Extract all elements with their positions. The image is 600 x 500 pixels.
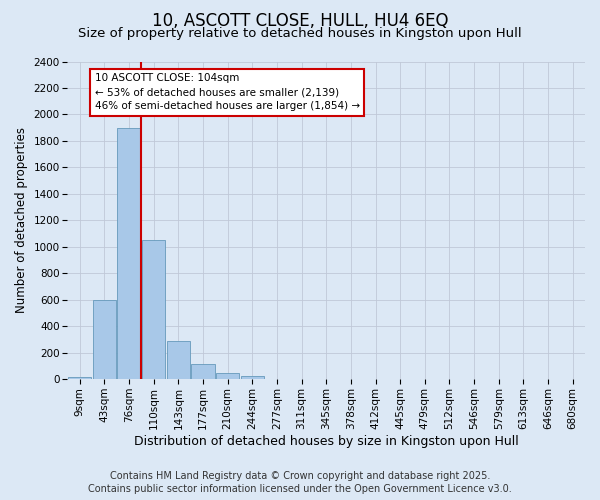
Bar <box>142 240 166 379</box>
Text: Size of property relative to detached houses in Kingston upon Hull: Size of property relative to detached ho… <box>78 28 522 40</box>
Bar <box>241 376 264 379</box>
Bar <box>118 128 141 379</box>
Bar <box>167 341 190 379</box>
Bar <box>93 300 116 379</box>
Y-axis label: Number of detached properties: Number of detached properties <box>15 128 28 314</box>
X-axis label: Distribution of detached houses by size in Kingston upon Hull: Distribution of detached houses by size … <box>134 434 518 448</box>
Bar <box>68 377 91 379</box>
Text: 10 ASCOTT CLOSE: 104sqm
← 53% of detached houses are smaller (2,139)
46% of semi: 10 ASCOTT CLOSE: 104sqm ← 53% of detache… <box>95 74 359 112</box>
Text: 10, ASCOTT CLOSE, HULL, HU4 6EQ: 10, ASCOTT CLOSE, HULL, HU4 6EQ <box>152 12 448 30</box>
Bar <box>339 378 362 379</box>
Text: Contains HM Land Registry data © Crown copyright and database right 2025.
Contai: Contains HM Land Registry data © Crown c… <box>88 471 512 494</box>
Bar <box>216 372 239 379</box>
Bar <box>191 364 215 379</box>
